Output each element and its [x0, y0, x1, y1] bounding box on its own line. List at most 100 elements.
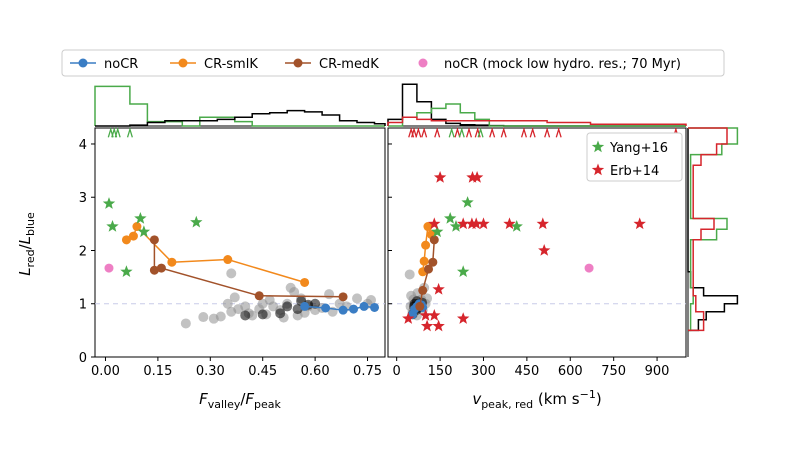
hist-step-black: [95, 109, 386, 127]
point-smlK: [419, 256, 429, 266]
legend-obs-frame: [586, 132, 683, 182]
point-smlK: [121, 235, 131, 245]
point-gray: [229, 292, 240, 303]
point-star-erb: [457, 312, 470, 324]
point-gray: [289, 287, 300, 298]
point-star-erb: [477, 217, 490, 230]
point-smlK: [421, 240, 431, 250]
y-tick-label: 3: [79, 191, 87, 206]
hist-step-black: [687, 128, 739, 332]
y-tick-label: 0: [79, 351, 87, 366]
point-star-erb: [470, 171, 484, 183]
series-mock: [104, 263, 114, 273]
y-tick-label: 4: [79, 138, 87, 153]
point-caret-erb: [544, 127, 551, 138]
hist-step-yang: [388, 103, 686, 127]
point-star-yang: [190, 215, 203, 228]
point-gray: [366, 295, 377, 306]
point-star-erb: [402, 312, 415, 324]
hist-step-yang: [688, 127, 739, 332]
point-black: [275, 308, 286, 319]
legend-label: CR-medK: [319, 57, 379, 72]
point-gray: [222, 298, 233, 309]
legend-item: noCR: [70, 57, 138, 72]
x-tick-label: 150: [428, 364, 453, 379]
point-caret-erb: [520, 127, 528, 138]
point-star-erb: [432, 282, 445, 295]
legend-item: CR-smlK: [170, 57, 258, 72]
x-tick-label: 0: [393, 364, 401, 379]
point-medK: [429, 235, 439, 245]
hist-step-erb: [688, 127, 728, 332]
point-star-erb: [432, 319, 445, 332]
point-star-yang: [457, 265, 470, 277]
point-caret-erb: [489, 127, 496, 138]
series-erb: [402, 171, 646, 332]
point-caret-yang: [477, 127, 484, 138]
point-star-yang: [137, 225, 151, 238]
y-tick-label: 2: [79, 244, 87, 259]
point-medK: [415, 301, 425, 311]
point-caret-erb: [529, 127, 536, 138]
point-smlK: [223, 255, 233, 265]
point-medK: [424, 264, 434, 274]
legend-frame: [61, 49, 725, 77]
legend-marker: [178, 58, 188, 68]
point-star-erb: [536, 217, 549, 230]
point-noCR: [359, 301, 369, 311]
series-yang: [448, 127, 484, 138]
legend-obs-label: Erb+14: [610, 164, 659, 179]
legend-top: noCR CR-smlK CR-medK noCR (mock low hydro. …: [61, 49, 725, 77]
point-medK: [338, 292, 348, 302]
point-caret-erb: [415, 127, 422, 138]
point-mock: [104, 263, 114, 273]
point-star-yang: [510, 220, 523, 232]
legend-obs-item: Yang+16: [591, 140, 668, 156]
point-caret-erb: [421, 127, 428, 138]
point-star-yang: [431, 225, 444, 238]
point-star-erb: [503, 217, 516, 230]
x-tick-label: 0.75: [353, 364, 382, 379]
series-yang: [107, 127, 133, 138]
series-noCR: [300, 301, 380, 315]
legend-label: noCR: [104, 57, 138, 72]
point-gray: [264, 295, 275, 306]
y-tick-label: 1: [79, 298, 87, 313]
legend-observations: Yang+16 Erb+14: [586, 132, 683, 182]
top-histogram-right: [387, 83, 687, 127]
legend-star: [591, 140, 605, 153]
point-gray: [180, 318, 191, 329]
side-histogram: [687, 127, 739, 357]
x-tick-label: 0.15: [143, 364, 172, 379]
x-tick-label: 750: [601, 364, 626, 379]
point-noCR: [370, 302, 380, 312]
series-medK: [149, 235, 348, 302]
x-tick-label: 600: [558, 364, 583, 379]
point-gray: [404, 269, 415, 280]
hist-step-black: [387, 83, 686, 127]
point-gray: [324, 289, 335, 300]
point-star-erb: [466, 171, 479, 183]
point-medK: [149, 265, 159, 275]
point-caret-yang: [458, 127, 465, 138]
point-star-yang: [106, 220, 119, 232]
point-smlK: [167, 257, 177, 267]
point-caret-yang: [126, 127, 133, 138]
hist-step-erb: [387, 116, 687, 126]
legend-item: CR-medK: [285, 57, 379, 72]
legend-label: CR-smlK: [204, 57, 258, 72]
point-star-yang: [102, 197, 116, 209]
legend-marker: [418, 58, 428, 68]
point-caret-erb: [555, 127, 562, 138]
point-star-yang: [120, 265, 133, 277]
point-medK: [254, 291, 264, 301]
legend-label: noCR (mock low hydro. res.; 70 Myr): [444, 57, 681, 72]
legend-item: noCR (mock low hydro. res.; 70 Myr): [418, 57, 681, 72]
point-star-yang: [134, 212, 147, 224]
point-medK: [418, 285, 428, 295]
point-gray: [352, 293, 363, 304]
point-caret-yang: [114, 127, 121, 138]
x-tick-label: 450: [514, 364, 539, 379]
point-caret-yang: [448, 127, 455, 138]
